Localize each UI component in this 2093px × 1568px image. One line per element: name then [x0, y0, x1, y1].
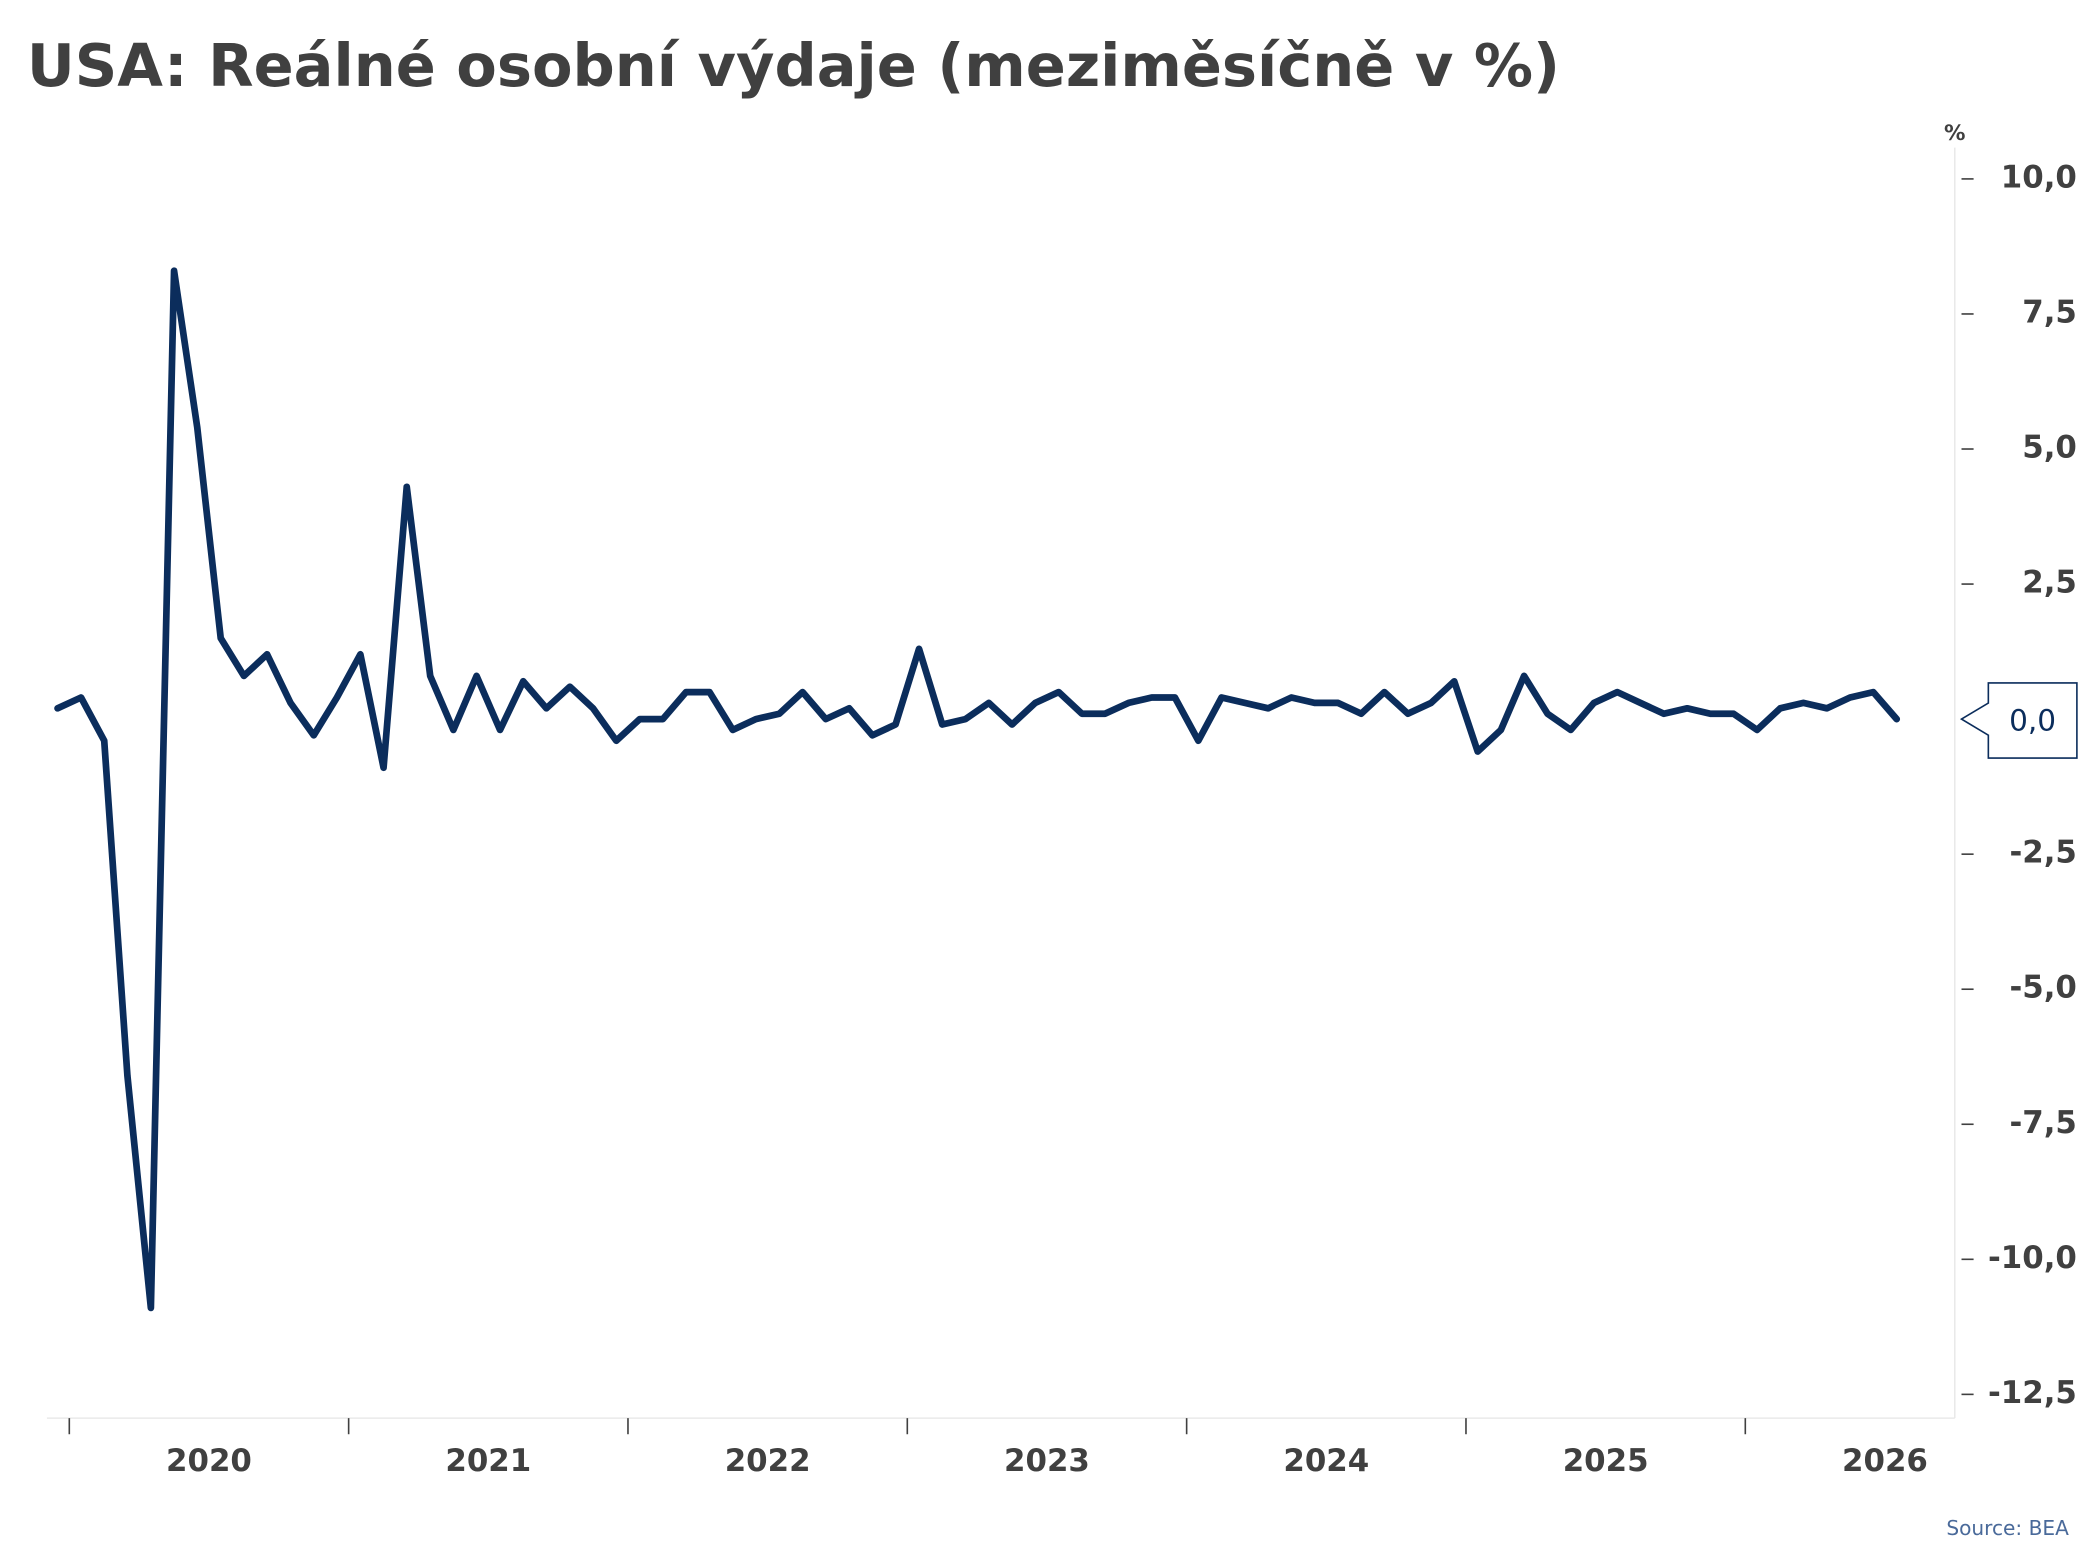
x-tick-label: 2026 — [1842, 1443, 1928, 1479]
x-tick-label: 2023 — [1004, 1443, 1090, 1479]
y-tick-label: -7,5 — [2009, 1105, 2076, 1141]
y-tick-label: 7,5 — [2022, 294, 2077, 330]
y-tick-label: -12,5 — [1988, 1375, 2077, 1411]
x-tick-label: 2020 — [166, 1443, 252, 1479]
x-tick-label: 2025 — [1563, 1443, 1649, 1479]
x-tick-label: 2022 — [725, 1443, 811, 1479]
y-tick-label: 5,0 — [2022, 430, 2077, 466]
y-tick-label: -2,5 — [2009, 835, 2076, 871]
x-tick-label: 2024 — [1283, 1443, 1369, 1479]
value-label: 0,0 — [2009, 703, 2056, 737]
source: Source: BEA — [1946, 1516, 2069, 1540]
line-series — [54, 267, 1901, 1312]
y-tick-label: -10,0 — [1988, 1240, 2077, 1276]
value-callout — [1959, 682, 2078, 759]
y-tick-label: 10,0 — [2001, 159, 2077, 195]
y-tick-label: -5,0 — [2009, 970, 2076, 1006]
y-unit: % — [1944, 121, 1965, 146]
chart-title: USA: Reálné osobní výdaje (meziměsíčně v… — [27, 31, 1560, 100]
x-tick-label: 2021 — [445, 1443, 531, 1479]
y-tick-label: 2,5 — [2022, 565, 2077, 601]
